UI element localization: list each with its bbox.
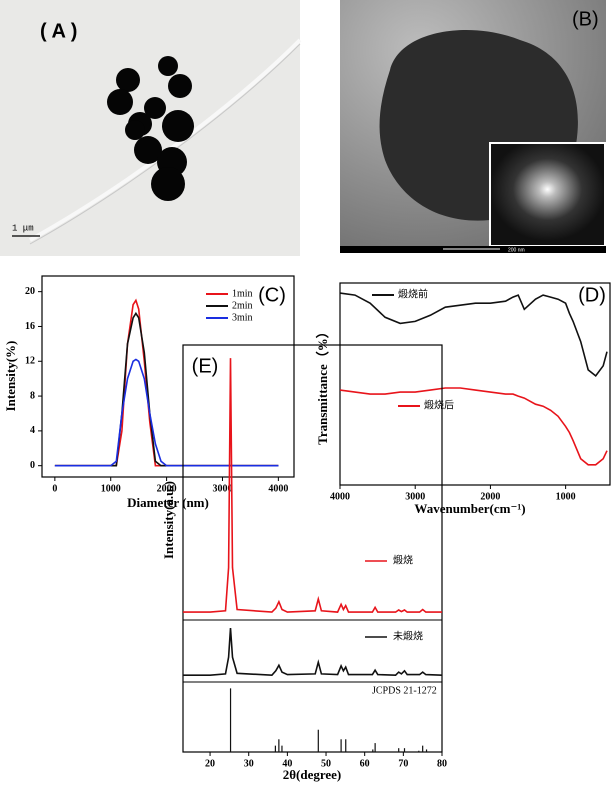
y-tick-label: 16 bbox=[25, 321, 35, 332]
legend-label: 煅烧 bbox=[393, 553, 413, 566]
x-tick-label: 2000 bbox=[480, 491, 500, 502]
scale-bar-label: 200 nm bbox=[508, 247, 525, 253]
xrd-pattern bbox=[183, 628, 443, 677]
x-axis-label: 2θ(degree) bbox=[283, 767, 342, 782]
x-tick-label: 2000 bbox=[157, 483, 177, 494]
line-series bbox=[54, 298, 279, 467]
y-tick-label: 4 bbox=[30, 425, 35, 436]
panel-label: (B) bbox=[572, 8, 599, 30]
y-tick-label: 12 bbox=[25, 356, 35, 367]
x-tick-label: 3000 bbox=[405, 491, 425, 502]
panel-label: (E) bbox=[192, 355, 219, 377]
y-axis-label: Intensity(a.u.) bbox=[161, 481, 176, 559]
x-tick-label: 20 bbox=[205, 758, 215, 769]
legend-label: 煅烧后 bbox=[424, 398, 454, 411]
x-tick-label: 4000 bbox=[330, 491, 350, 502]
y-tick-label: 0 bbox=[30, 460, 35, 471]
xrd-pattern bbox=[183, 358, 442, 613]
line-series bbox=[54, 358, 279, 467]
x-tick-label: 30 bbox=[244, 758, 254, 769]
x-tick-label: 1000 bbox=[101, 483, 121, 494]
panel-label: (D) bbox=[578, 284, 606, 306]
y-axis-label: Intensity(%) bbox=[3, 341, 18, 412]
scale-bar-label: 1 μm bbox=[12, 223, 34, 233]
x-tick-label: 0 bbox=[52, 483, 57, 494]
legend-label: 3min bbox=[232, 312, 253, 323]
legend-label: 未煅烧 bbox=[393, 629, 423, 642]
x-axis-label: Wavenumber(cm⁻¹) bbox=[414, 501, 525, 516]
x-axis-label: Diameter (nm) bbox=[127, 495, 209, 510]
legend-label: 煅烧前 bbox=[398, 287, 428, 300]
x-tick-label: 4000 bbox=[268, 483, 288, 494]
y-tick-label: 20 bbox=[25, 286, 35, 297]
x-tick-label: 80 bbox=[437, 758, 447, 769]
line-series bbox=[339, 387, 608, 466]
y-axis-label: Transmittance（%） bbox=[315, 325, 330, 445]
x-tick-label: 3000 bbox=[212, 483, 232, 494]
y-tick-label: 8 bbox=[30, 390, 35, 401]
micrograph-b: (B) 200 nm bbox=[340, 0, 606, 253]
x-tick-label: 70 bbox=[398, 758, 408, 769]
panel-label: ( A ) bbox=[40, 20, 77, 42]
reference-label: JCPDS 21-1272 bbox=[372, 685, 437, 696]
x-tick-label: 1000 bbox=[556, 491, 576, 502]
plot-frame bbox=[182, 344, 443, 753]
micrograph-a: ( A ) 1 μm bbox=[0, 0, 302, 256]
x-tick-label: 50 bbox=[321, 758, 331, 769]
panel-label: (C) bbox=[258, 284, 286, 306]
line-series bbox=[339, 292, 608, 378]
plot-frame bbox=[339, 282, 611, 486]
plot-frame bbox=[41, 275, 295, 478]
legend-label: 2min bbox=[232, 300, 253, 311]
x-tick-label: 60 bbox=[360, 758, 370, 769]
line-series bbox=[54, 311, 279, 467]
x-tick-label: 40 bbox=[282, 758, 292, 769]
legend-label: 1min bbox=[232, 288, 253, 299]
